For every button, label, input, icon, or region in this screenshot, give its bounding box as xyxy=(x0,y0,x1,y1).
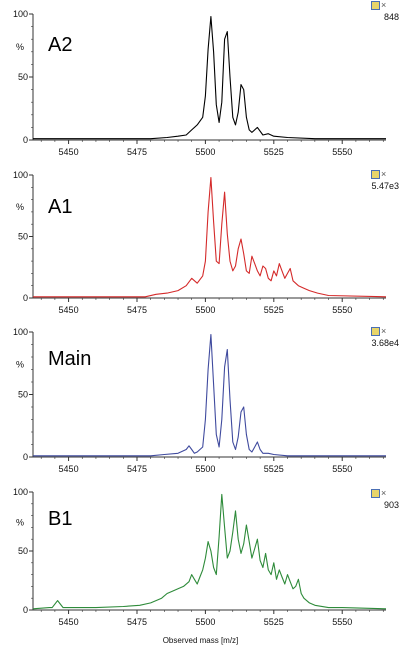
panel-label-a1: A1 xyxy=(48,196,73,218)
x-tick-label: 5550 xyxy=(332,464,352,474)
pin-icon[interactable] xyxy=(371,1,380,10)
close-icon[interactable]: × xyxy=(381,0,387,10)
spectrum-line xyxy=(33,333,386,457)
spectrum-panel-a1: 0 50 100% 5450 5475 5500 5525 5550 xyxy=(13,170,387,315)
y-tick-label: 50 xyxy=(18,390,28,400)
x-tick-label: 5550 xyxy=(332,305,352,315)
y-tick-label: 0 xyxy=(23,293,28,303)
spectrum-line xyxy=(33,176,387,298)
y-tick-label: 0 xyxy=(23,452,28,462)
y-tick-label: 50 xyxy=(18,72,28,82)
x-tick-label: 5500 xyxy=(195,464,215,474)
close-icon[interactable]: × xyxy=(381,488,387,498)
spectrum-line xyxy=(33,15,386,140)
pin-icon[interactable] xyxy=(371,170,380,179)
pin-icon[interactable] xyxy=(371,327,380,336)
spectrum-panel-a2: 0 50 100% 5450 5475 5500 5525 5550 xyxy=(13,9,386,157)
y-tick-label: 0 xyxy=(23,135,28,145)
y-tick-label: 100 xyxy=(13,170,28,180)
x-tick-label: 5550 xyxy=(332,617,352,627)
x-tick-label: 5475 xyxy=(127,305,147,315)
panel-controls-main: × xyxy=(371,327,386,336)
x-tick-label: 5525 xyxy=(264,617,284,627)
max-intensity-a2: 848 xyxy=(383,12,399,22)
y-unit-label: % xyxy=(16,360,24,370)
x-tick-label: 5475 xyxy=(127,617,147,627)
panel-label-main: Main xyxy=(48,348,92,370)
x-tick-label: 5500 xyxy=(195,617,215,627)
y-tick-label: 50 xyxy=(18,546,28,556)
x-tick-label: 5475 xyxy=(127,464,147,474)
x-tick-label: 5500 xyxy=(195,147,215,157)
y-unit-label: % xyxy=(16,42,24,52)
close-icon[interactable]: × xyxy=(381,326,387,336)
y-tick-label: 100 xyxy=(13,327,28,337)
max-intensity-main: 3.68e4 xyxy=(371,338,399,348)
y-tick-label: 100 xyxy=(13,9,28,19)
y-tick-label: 100 xyxy=(13,487,28,497)
panel-controls-b1: × xyxy=(371,489,386,498)
y-unit-label: % xyxy=(16,202,24,212)
y-tick-label: 0 xyxy=(23,605,28,615)
x-tick-label: 5550 xyxy=(332,147,352,157)
x-tick-label: 5525 xyxy=(264,464,284,474)
close-icon[interactable]: × xyxy=(381,169,387,179)
spectrum-panel-b1: 0 50 100% 5450 5475 5500 5525 5550 xyxy=(13,487,387,627)
x-tick-label: 5525 xyxy=(264,305,284,315)
x-tick-label: 5500 xyxy=(195,305,215,315)
x-tick-label: 5450 xyxy=(59,305,79,315)
panel-label-b1: B1 xyxy=(48,508,73,530)
pin-icon[interactable] xyxy=(371,489,380,498)
spectrum-panel-main: 0 50 100% 5450 5475 5500 5525 5550 xyxy=(13,327,386,474)
max-intensity-a1: 5.47e3 xyxy=(371,181,399,191)
panel-label-a2: A2 xyxy=(48,34,73,56)
x-tick-label: 5450 xyxy=(59,147,79,157)
x-tick-label: 5450 xyxy=(59,464,79,474)
y-tick-label: 50 xyxy=(18,232,28,242)
panel-controls-a1: × xyxy=(371,170,386,179)
max-intensity-b1: 903 xyxy=(383,500,399,510)
spectrum-line xyxy=(32,493,387,610)
y-unit-label: % xyxy=(16,518,24,528)
x-tick-label: 5475 xyxy=(127,147,147,157)
panel-controls-a2: × xyxy=(371,1,386,10)
x-tick-label: 5525 xyxy=(264,147,284,157)
x-tick-label: 5450 xyxy=(59,617,79,627)
x-axis-title: Observed mass [m/z] xyxy=(162,636,239,645)
